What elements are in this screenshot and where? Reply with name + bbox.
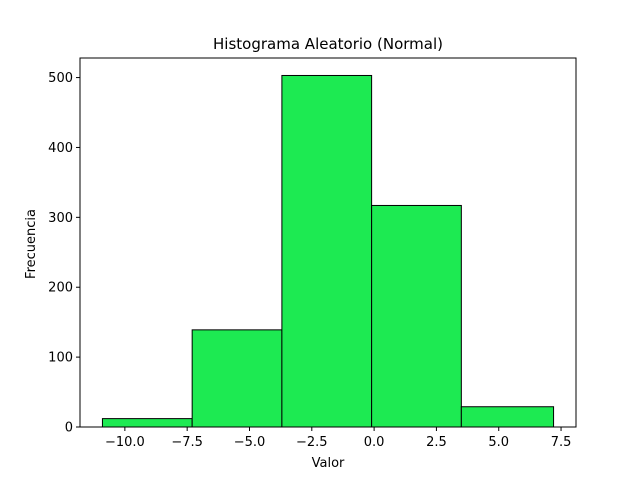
y-axis-label: Frecuencia: [24, 209, 39, 279]
y-tick-label-4: 400: [48, 141, 73, 156]
x-tick-label-2: −5.0: [234, 435, 266, 450]
histogram-bar-1: [191, 329, 283, 428]
x-tick-label-7: 7.5: [551, 435, 572, 450]
bars-group: [101, 74, 555, 428]
y-axis-ticks: 0 100 200 300 400 500: [48, 71, 80, 436]
x-tick-label-3: −2.5: [296, 435, 328, 450]
histogram-bar-4: [460, 406, 555, 428]
chart-title: Histograma Aleatorio (Normal): [213, 35, 443, 53]
histogram-bar-3: [371, 204, 462, 428]
x-axis-label: Valor: [312, 456, 345, 471]
x-tick-label-5: 2.5: [426, 435, 447, 450]
histogram-bar-0: [101, 418, 193, 428]
x-tick-label-4: 0.0: [364, 435, 385, 450]
x-tick-label-6: 5.0: [488, 435, 509, 450]
x-tick-label-1: −7.5: [171, 435, 203, 450]
plot-area-frame: [79, 57, 577, 428]
y-tick-label-3: 300: [48, 211, 73, 226]
y-tick-label-0: 0: [65, 421, 73, 436]
histogram-bar-2: [281, 74, 373, 428]
y-tick-label-1: 100: [48, 351, 73, 366]
x-axis-ticks: −10.0 −7.5 −5.0 −2.5 0.0 2.5 5.0 7.5: [105, 427, 571, 450]
y-tick-label-2: 200: [48, 281, 73, 296]
x-tick-label-0: −10.0: [105, 435, 145, 450]
y-tick-label-5: 500: [48, 71, 73, 86]
